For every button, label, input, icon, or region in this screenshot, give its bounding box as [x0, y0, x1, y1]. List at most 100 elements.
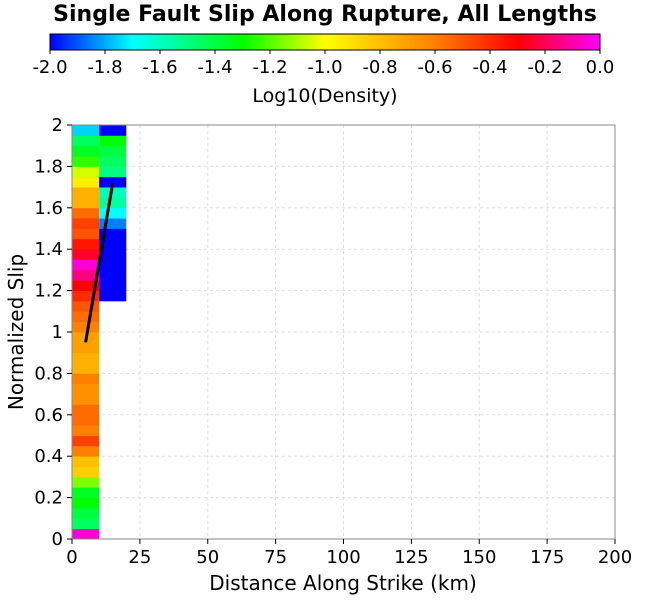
heatmap-cell	[72, 259, 100, 271]
x-tick-label: 125	[394, 547, 428, 568]
heatmap-cell	[72, 528, 100, 540]
chart-title: Single Fault Slip Along Rupture, All Len…	[53, 2, 597, 27]
heatmap-cell	[72, 311, 100, 323]
x-tick-label: 50	[196, 547, 219, 568]
heatmap-cell	[72, 166, 100, 178]
heatmap-cell	[72, 373, 100, 385]
colorbar-tick-label: -1.0	[307, 57, 342, 78]
x-tick-label: 25	[128, 547, 151, 568]
heatmap-cell	[72, 476, 100, 488]
heatmap-cell	[72, 290, 100, 302]
x-tick-label: 200	[598, 547, 632, 568]
x-axis-label: Distance Along Strike (km)	[209, 571, 477, 595]
heatmap-cell	[72, 466, 100, 478]
heatmap-cell	[72, 125, 100, 136]
y-tick-label: 0	[52, 529, 63, 550]
y-tick-label: 1.2	[34, 281, 63, 302]
colorbar-tick-label: -0.6	[417, 57, 452, 78]
heatmap-cell	[99, 207, 127, 219]
y-tick-label: 1	[52, 322, 63, 343]
heatmap-cell	[72, 456, 100, 467]
heatmap-cell	[72, 269, 100, 281]
x-tick-label: 175	[530, 547, 564, 568]
heatmap-cell	[72, 383, 100, 395]
heatmap-cell	[72, 487, 100, 498]
heatmap-cell	[99, 145, 127, 157]
y-tick-label: 0.8	[34, 363, 63, 384]
heatmap-cell	[72, 507, 100, 519]
heatmap-cell	[72, 197, 100, 209]
heatmap-cell	[72, 228, 100, 240]
heatmap-cell	[72, 394, 100, 405]
heatmap-cell	[99, 290, 127, 302]
heatmap-cell	[99, 238, 127, 250]
heatmap-cell	[99, 176, 127, 188]
colorbar-label: Log10(Density)	[252, 85, 397, 107]
heatmap-cell	[99, 135, 127, 147]
heatmap-cell	[72, 187, 100, 198]
heatmap-cell	[99, 249, 127, 260]
heatmap-cell	[72, 445, 100, 457]
colorbar-tick-label: -1.8	[87, 57, 122, 78]
heatmap-cells	[72, 125, 127, 540]
heatmap-cell	[72, 321, 100, 333]
y-tick-label: 0.4	[34, 446, 63, 467]
heatmap-cell	[72, 300, 100, 312]
colorbar-tick-label: -2.0	[32, 57, 67, 78]
heatmap-cell	[99, 269, 127, 281]
heatmap-cell	[72, 342, 100, 354]
heatmap-cell	[99, 280, 127, 291]
colorbar-gradient	[49, 33, 601, 51]
heatmap-cell	[99, 156, 127, 167]
heatmap-cell	[72, 145, 100, 157]
mean-line	[84, 182, 115, 343]
heatmap-cell	[72, 497, 100, 509]
heatmap-cell	[72, 518, 100, 530]
x-tick-label: 75	[264, 547, 287, 568]
colorbar: -2.0 -1.8 -1.6 -1.4 -1.2 -1.0 -0.8 -0.6 -0.4 -0.2…	[32, 33, 615, 78]
heatmap-cell	[72, 218, 100, 229]
heatmap-cell	[72, 435, 100, 447]
x-axis-ticks: 0 25 50 75 100 125 150 175 200	[66, 539, 632, 568]
colorbar-tick-label: 0.0	[586, 57, 615, 78]
colorbar-tick-label: -0.2	[527, 57, 562, 78]
y-axis-label: Normalized Slip	[4, 254, 28, 410]
x-tick-label: 150	[462, 547, 496, 568]
y-tick-label: 0.2	[34, 488, 63, 509]
y-tick-label: 1.8	[34, 156, 63, 177]
y-tick-label: 0.6	[34, 405, 63, 426]
heatmap-cell	[72, 414, 100, 426]
y-tick-label: 2	[52, 115, 63, 136]
y-axis-ticks: 0 0.2 0.4 0.6 0.8 1 1.2 1.4 1.6 1.8 2	[34, 115, 72, 550]
heatmap-cell	[72, 280, 100, 291]
heatmap-cell	[72, 207, 100, 219]
y-tick-label: 1.4	[34, 239, 63, 260]
heatmap-cell	[72, 238, 100, 250]
heatmap-cell	[99, 197, 127, 209]
heatmap-cell	[72, 363, 100, 374]
x-tick-label: 0	[66, 547, 77, 568]
heatmap-cell	[72, 425, 100, 436]
x-tick-label: 100	[326, 547, 360, 568]
heatmap-cell	[72, 352, 100, 364]
colorbar-tick-label: -0.8	[362, 57, 397, 78]
y-tick-label: 1.6	[34, 198, 63, 219]
heatmap-cell	[99, 125, 127, 136]
heatmap-cell	[99, 228, 127, 240]
colorbar-tick-label: -1.2	[252, 57, 287, 78]
colorbar-tick-label: -0.4	[472, 57, 507, 78]
heatmap-cell	[99, 166, 127, 178]
heatmap-cell	[99, 259, 127, 271]
colorbar-tick-label: -1.6	[142, 57, 177, 78]
heatmap-cell	[99, 218, 127, 229]
heatmap-cell	[72, 249, 100, 260]
heatmap-cell	[72, 404, 100, 416]
heatmap-cell	[72, 135, 100, 147]
heatmap-cell	[72, 156, 100, 167]
grid	[71, 124, 616, 540]
heatmap-cell	[99, 187, 127, 198]
heatmap-cell	[72, 176, 100, 188]
colorbar-tick-label: -1.4	[197, 57, 232, 78]
mean-slip-line	[84, 182, 115, 343]
